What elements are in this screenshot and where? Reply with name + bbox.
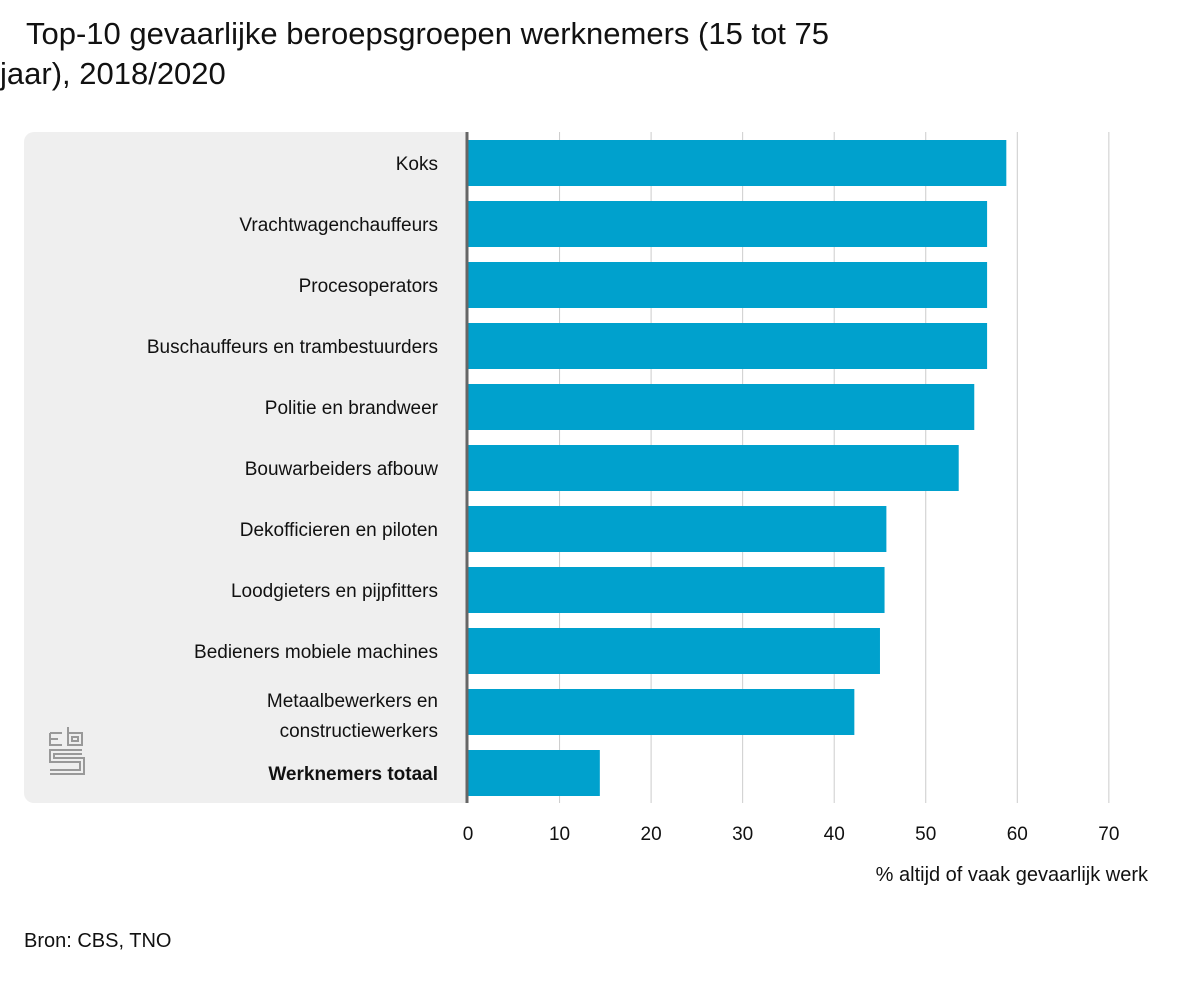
bar xyxy=(468,506,887,552)
bar xyxy=(468,323,988,369)
category-label: Bouwarbeiders afbouw xyxy=(245,459,439,480)
category-label: Procesoperators xyxy=(299,276,438,297)
bar xyxy=(468,445,959,491)
bar xyxy=(468,628,880,674)
x-tick-label: 30 xyxy=(732,824,753,845)
x-tick-label: 60 xyxy=(1007,824,1028,845)
x-axis-label: % altijd of vaak gevaarlijk werk xyxy=(875,864,1148,886)
bar xyxy=(468,384,975,430)
x-tick-label: 20 xyxy=(641,824,662,845)
category-label: Buschauffeurs en trambestuurders xyxy=(147,337,438,358)
category-label: Koks xyxy=(396,154,438,175)
x-tick-label: 70 xyxy=(1098,824,1119,845)
category-label: Metaalbewerkers en constructiewerkers xyxy=(267,691,438,742)
category-label: Dekofficieren en piloten xyxy=(240,520,438,541)
x-tick-label: 50 xyxy=(915,824,936,845)
category-label: Werknemers totaal xyxy=(268,764,438,785)
source-note: Bron: CBS, TNO xyxy=(24,930,172,952)
bar xyxy=(468,262,988,308)
bar xyxy=(468,689,855,735)
category-label: Bedieners mobiele machines xyxy=(194,642,438,663)
chart-title: Top-10 gevaarlijke beroepsgroepen werkne… xyxy=(0,16,830,91)
category-label: Loodgieters en pijpfitters xyxy=(231,581,438,602)
x-tick-label: 0 xyxy=(463,824,474,845)
category-label: Vrachtwagenchauffeurs xyxy=(239,215,438,236)
category-label: Politie en brandweer xyxy=(265,398,439,419)
cbs-logo-icon xyxy=(49,727,85,775)
category-panel xyxy=(24,132,468,803)
bar xyxy=(468,201,988,247)
bar xyxy=(468,750,600,796)
x-tick-label: 40 xyxy=(824,824,845,845)
x-tick-label: 10 xyxy=(549,824,570,845)
bar xyxy=(468,140,1007,186)
bar xyxy=(468,567,885,613)
